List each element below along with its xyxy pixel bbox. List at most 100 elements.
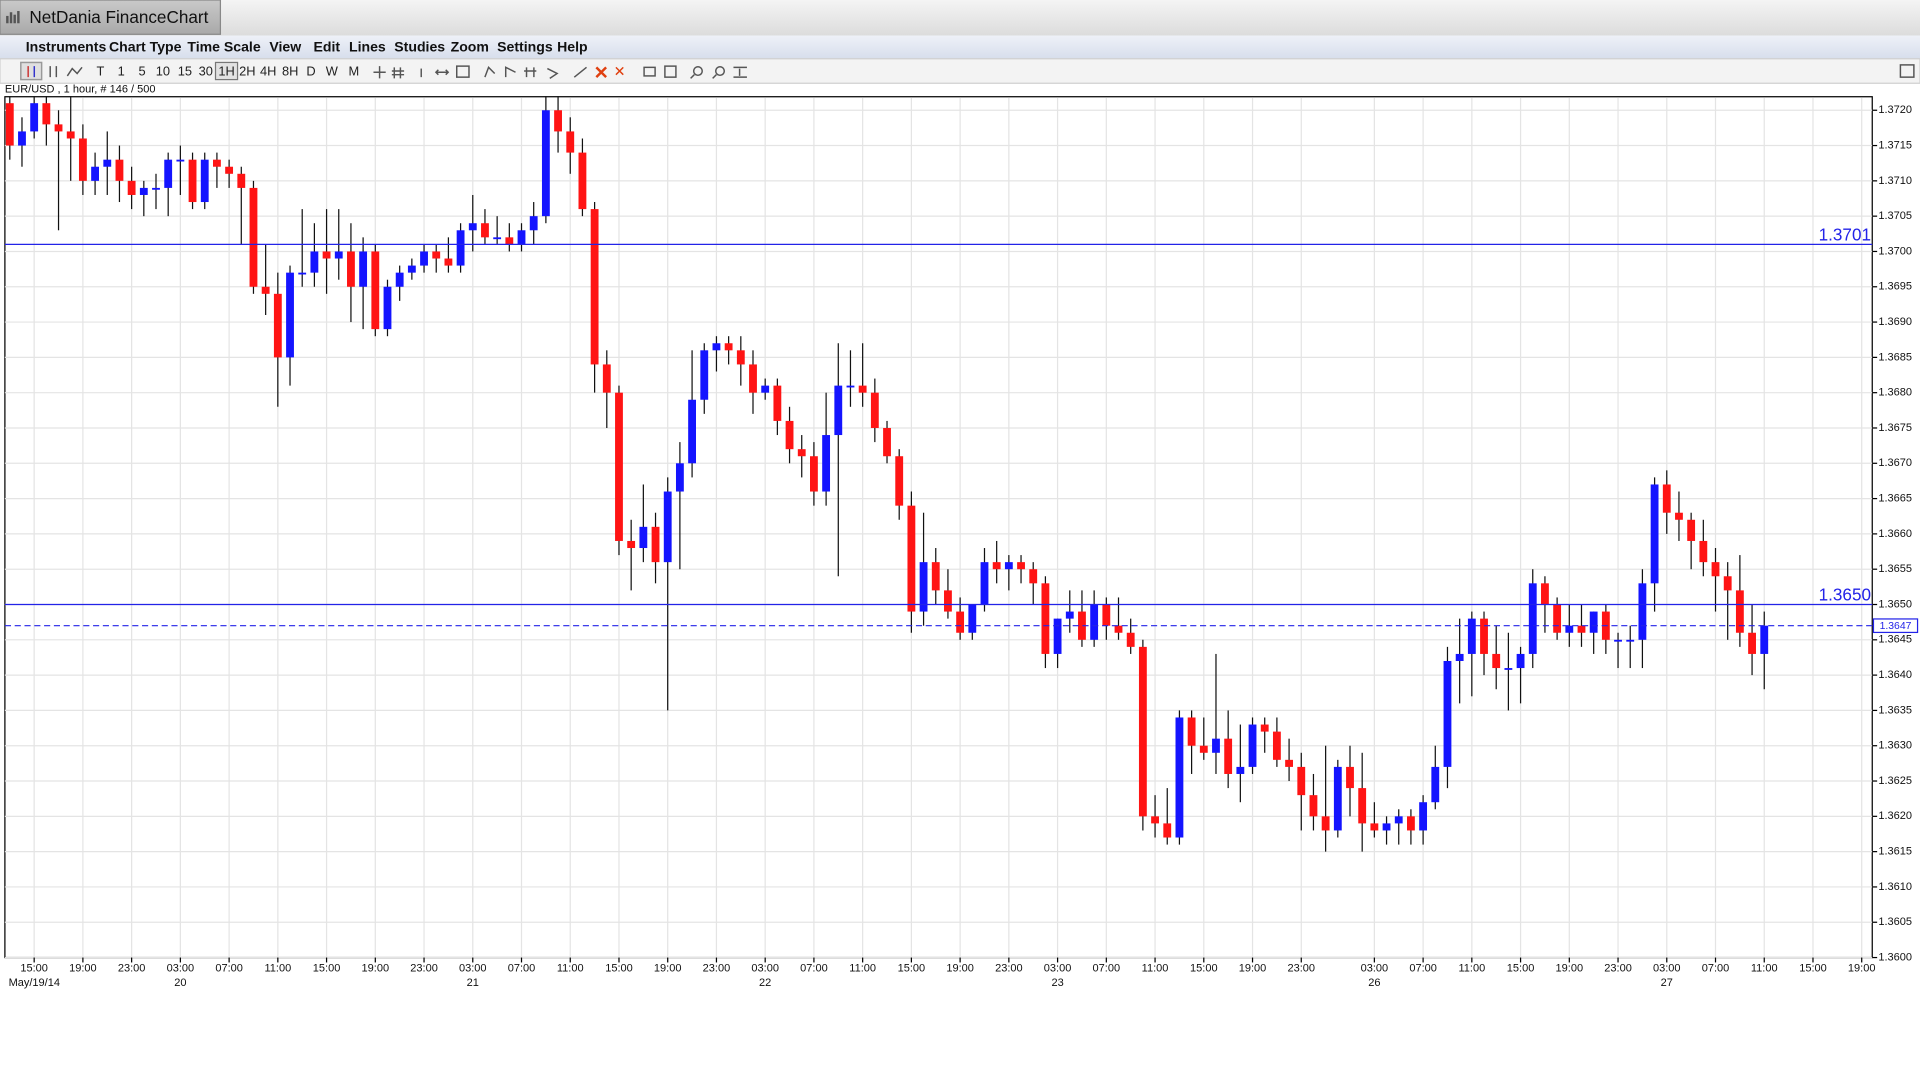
candle-body (761, 385, 770, 393)
toolbar-button[interactable]: 2H (239, 64, 255, 79)
candle-body (1699, 540, 1708, 563)
candle-body (822, 435, 831, 492)
candle-body (1748, 632, 1756, 654)
toolbar-button[interactable]: 4H (260, 64, 276, 79)
candle-body (18, 131, 26, 146)
candle-body (615, 392, 623, 541)
candle-body (1285, 759, 1294, 767)
menu-bar (0, 35, 1920, 59)
candle-body (164, 159, 173, 188)
candle-body (322, 251, 331, 259)
grid (4, 97, 1873, 959)
candle-body (505, 237, 514, 245)
toolbar-button[interactable]: 1H (218, 64, 234, 79)
toolbar-button[interactable]: 30 (199, 64, 213, 79)
menu-item[interactable]: Settings (497, 38, 553, 54)
candle-body (1138, 646, 1147, 817)
candle-body (1102, 604, 1111, 626)
y-tick-label: 1.3620 (1878, 810, 1912, 822)
candle-body (1735, 590, 1744, 633)
candle-body (980, 562, 989, 605)
candle-body (1480, 618, 1488, 654)
menu-item[interactable]: Zoom (451, 38, 489, 54)
candle-body (736, 350, 745, 365)
toolbar-button[interactable]: 10 (156, 64, 170, 79)
candle-body (712, 343, 721, 351)
candle-body (810, 456, 818, 492)
candle-body (883, 427, 891, 457)
toolbar-button[interactable]: T (96, 64, 104, 79)
toolbar-button[interactable]: M (349, 64, 360, 79)
candle-body (1090, 604, 1099, 640)
x-tick-label: 19:00 (69, 962, 97, 974)
candle-body (468, 223, 477, 231)
candle-body (968, 604, 977, 633)
candle-body (834, 385, 843, 436)
candle-body (1638, 583, 1647, 640)
candle-body (1309, 795, 1318, 817)
y-tick-label: 1.3670 (1878, 457, 1912, 469)
x-tick-label: 07:00 (800, 962, 828, 974)
x-tick-label: 23:00 (995, 962, 1023, 974)
candle-body (481, 223, 489, 238)
candle-body (627, 540, 636, 549)
toolbar-button[interactable]: 5 (138, 64, 145, 79)
candle-body (273, 293, 282, 358)
menu-item[interactable]: Lines (349, 38, 386, 54)
candle-body (895, 456, 904, 506)
candle-body (1626, 639, 1635, 642)
menu-item[interactable]: Chart Type (109, 38, 182, 54)
candle-body (432, 251, 441, 259)
candle-body (1577, 625, 1586, 633)
x-tick-label: 23:00 (1604, 962, 1632, 974)
candle-body (1443, 660, 1452, 767)
candle-body (944, 590, 952, 612)
candle-body (858, 385, 867, 393)
candle-body (1492, 653, 1501, 669)
y-tick-label: 1.3715 (1878, 139, 1912, 151)
x-date-label: 27 (1661, 977, 1673, 989)
y-tick-label: 1.3600 (1878, 951, 1912, 963)
menu-item[interactable]: View (269, 38, 301, 54)
candle-body (846, 385, 855, 388)
candle-body (785, 420, 794, 450)
level-tag (1872, 618, 1919, 634)
menu-item[interactable]: Time Scale (187, 38, 260, 54)
candle-body (566, 131, 575, 153)
x-tick-label: 07:00 (508, 962, 536, 974)
y-tick-label: 1.3710 (1878, 175, 1912, 187)
candle-body (651, 526, 660, 563)
candle-body (1723, 576, 1732, 591)
candle-body (1467, 618, 1476, 654)
title-bar (0, 0, 1920, 36)
x-tick-label: 03:00 (1044, 962, 1072, 974)
y-tick-label: 1.3645 (1878, 634, 1912, 646)
toolbar-button-frame (214, 61, 239, 81)
candle-body (1370, 823, 1379, 831)
menu-item[interactable]: Help (557, 38, 588, 54)
candle-body (78, 138, 87, 181)
candle-body (1029, 569, 1038, 584)
candle-body (225, 166, 234, 174)
candle-body (286, 272, 294, 358)
toolbar-button[interactable]: 1 (118, 64, 125, 79)
toolbar-button[interactable]: 15 (178, 64, 192, 79)
toolbar-button[interactable]: 8H (282, 64, 298, 79)
toolbar-button[interactable]: W (326, 64, 339, 79)
candle-body (249, 187, 258, 287)
status-area (0, 994, 1920, 1080)
candle-body (42, 103, 51, 125)
candle-body (517, 230, 526, 245)
toolbar-button[interactable]: D (306, 64, 315, 79)
candle-body (188, 159, 197, 203)
menu-item[interactable]: Edit (313, 38, 340, 54)
candle-body (66, 131, 75, 139)
menu-item[interactable]: Instruments (26, 38, 107, 54)
candle-body (1687, 519, 1696, 541)
menu-item[interactable]: Studies (394, 38, 445, 54)
candle-body (773, 385, 782, 421)
y-tick-label: 1.3690 (1878, 316, 1912, 328)
x-tick-label: 03:00 (1653, 962, 1681, 974)
